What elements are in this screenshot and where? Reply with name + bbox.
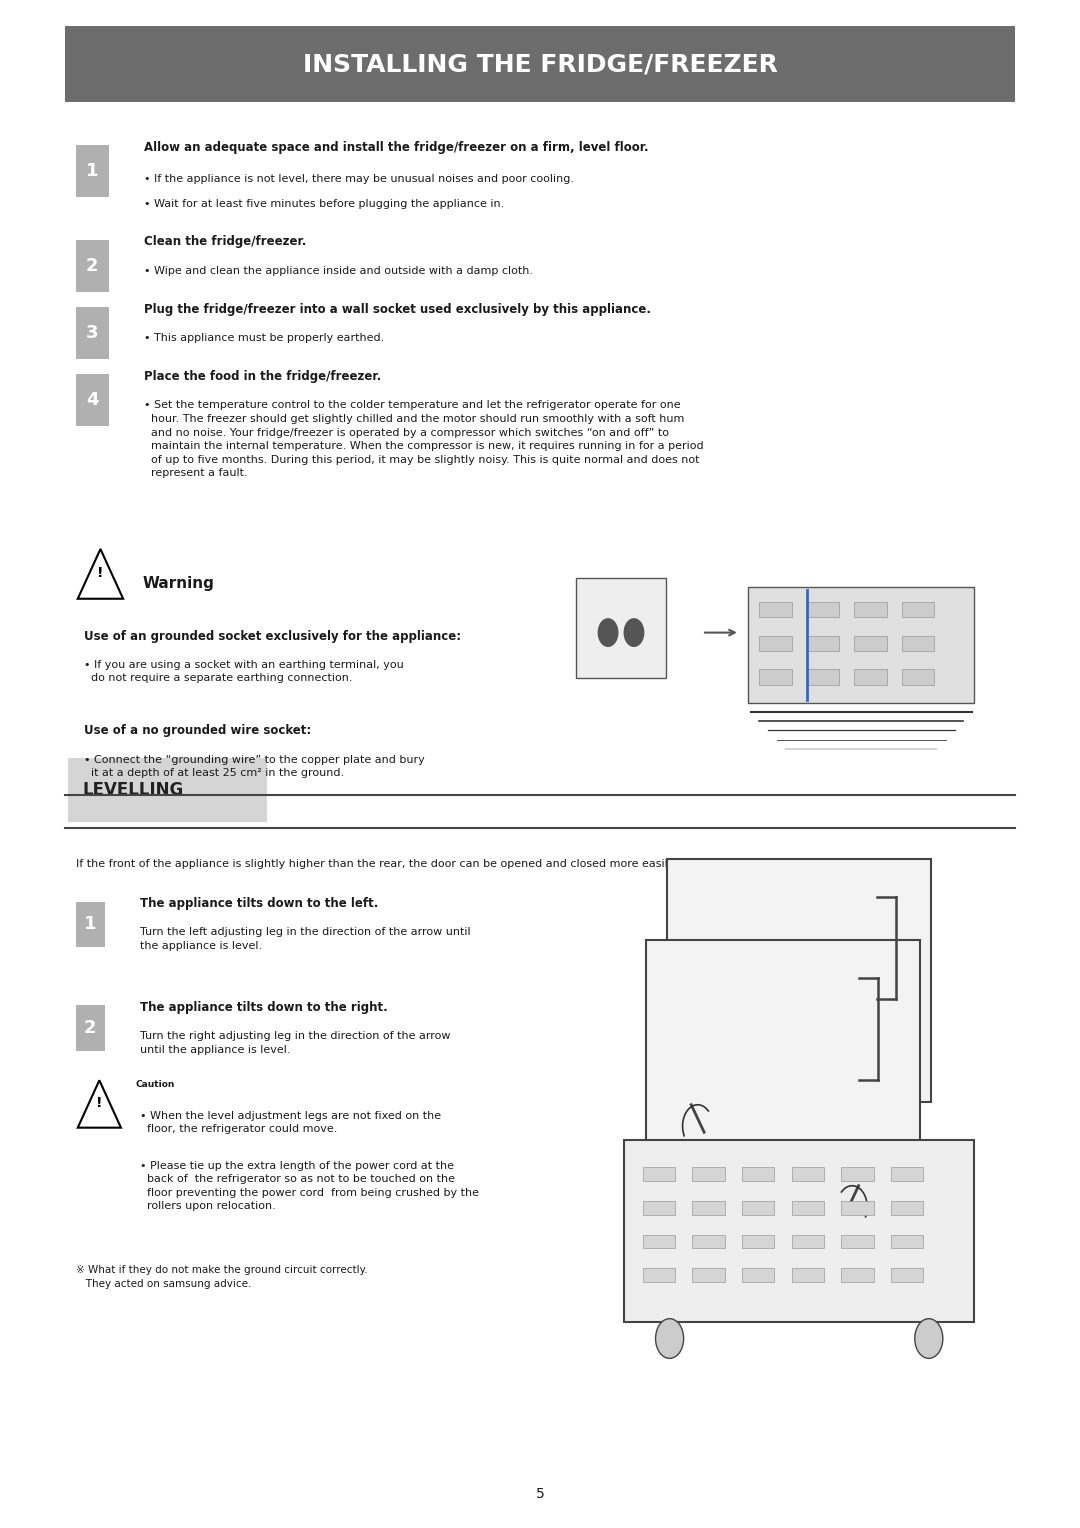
- Circle shape: [915, 1319, 943, 1358]
- FancyBboxPatch shape: [854, 636, 887, 651]
- Polygon shape: [78, 549, 123, 599]
- FancyBboxPatch shape: [902, 602, 934, 617]
- Text: Use of a no grounded wire socket:: Use of a no grounded wire socket:: [84, 724, 311, 738]
- FancyBboxPatch shape: [667, 859, 931, 1102]
- FancyBboxPatch shape: [807, 636, 839, 651]
- FancyBboxPatch shape: [643, 1167, 675, 1181]
- Text: Caution: Caution: [135, 1080, 174, 1089]
- Text: Place the food in the fridge/freezer.: Place the food in the fridge/freezer.: [144, 370, 381, 384]
- Text: 2: 2: [86, 257, 98, 275]
- FancyBboxPatch shape: [742, 1268, 774, 1282]
- Text: Plug the fridge/freezer into a wall socket used exclusively by this appliance.: Plug the fridge/freezer into a wall sock…: [144, 303, 650, 316]
- FancyBboxPatch shape: [854, 669, 887, 685]
- FancyBboxPatch shape: [792, 1235, 824, 1248]
- FancyBboxPatch shape: [76, 307, 109, 359]
- Text: • Connect the “grounding wire” to the copper plate and bury
  it at a depth of a: • Connect the “grounding wire” to the co…: [84, 755, 426, 778]
- FancyBboxPatch shape: [643, 1268, 675, 1282]
- Text: • Set the temperature control to the colder temperature and let the refrigerator: • Set the temperature control to the col…: [144, 400, 703, 478]
- FancyBboxPatch shape: [692, 1167, 725, 1181]
- Text: • Please tie up the extra length of the power cord at the
  back of  the refrige: • Please tie up the extra length of the …: [140, 1161, 480, 1210]
- Text: 2: 2: [84, 1019, 96, 1038]
- Text: If the front of the appliance is slightly higher than the rear, the door can be : If the front of the appliance is slightl…: [76, 859, 676, 869]
- Text: 3: 3: [86, 324, 98, 342]
- Polygon shape: [78, 1080, 121, 1128]
- FancyBboxPatch shape: [643, 1235, 675, 1248]
- Text: INSTALLING THE FRIDGE/FREEZER: INSTALLING THE FRIDGE/FREEZER: [302, 52, 778, 76]
- FancyBboxPatch shape: [891, 1235, 923, 1248]
- FancyBboxPatch shape: [692, 1235, 725, 1248]
- FancyBboxPatch shape: [692, 1268, 725, 1282]
- FancyBboxPatch shape: [65, 26, 1015, 102]
- FancyBboxPatch shape: [807, 669, 839, 685]
- FancyBboxPatch shape: [841, 1235, 874, 1248]
- Text: • This appliance must be properly earthed.: • This appliance must be properly earthe…: [144, 333, 383, 344]
- Text: ※ What if they do not make the ground circuit correctly.
   They acted on samsun: ※ What if they do not make the ground ci…: [76, 1265, 367, 1290]
- Circle shape: [598, 619, 618, 646]
- FancyBboxPatch shape: [759, 602, 792, 617]
- Text: Allow an adequate space and install the fridge/freezer on a firm, level floor.: Allow an adequate space and install the …: [144, 141, 648, 154]
- FancyBboxPatch shape: [76, 374, 109, 426]
- FancyBboxPatch shape: [692, 1201, 725, 1215]
- Text: !: !: [96, 1096, 103, 1111]
- Text: • Wipe and clean the appliance inside and outside with a damp cloth.: • Wipe and clean the appliance inside an…: [144, 266, 532, 277]
- FancyBboxPatch shape: [76, 902, 105, 947]
- Text: !: !: [97, 565, 104, 581]
- Text: • When the level adjustment legs are not fixed on the
  floor, the refrigerator : • When the level adjustment legs are not…: [140, 1111, 442, 1134]
- FancyBboxPatch shape: [902, 636, 934, 651]
- FancyBboxPatch shape: [759, 636, 792, 651]
- Text: 5: 5: [536, 1487, 544, 1502]
- FancyBboxPatch shape: [792, 1201, 824, 1215]
- FancyBboxPatch shape: [742, 1235, 774, 1248]
- Text: • If you are using a socket with an earthing terminal, you
  do not require a se: • If you are using a socket with an eart…: [84, 660, 404, 683]
- FancyBboxPatch shape: [624, 1140, 974, 1322]
- Text: Warning: Warning: [143, 576, 215, 591]
- FancyBboxPatch shape: [792, 1268, 824, 1282]
- Circle shape: [656, 1319, 684, 1358]
- FancyBboxPatch shape: [891, 1167, 923, 1181]
- FancyBboxPatch shape: [76, 240, 109, 292]
- Text: • If the appliance is not level, there may be unusual noises and poor cooling.: • If the appliance is not level, there m…: [144, 174, 573, 185]
- FancyBboxPatch shape: [68, 758, 267, 822]
- Text: LEVELLING: LEVELLING: [82, 781, 184, 799]
- FancyBboxPatch shape: [792, 1167, 824, 1181]
- Text: 4: 4: [86, 391, 98, 410]
- Text: 1: 1: [86, 162, 98, 180]
- Text: • Wait for at least five minutes before plugging the appliance in.: • Wait for at least five minutes before …: [144, 199, 504, 209]
- FancyBboxPatch shape: [76, 145, 109, 197]
- FancyBboxPatch shape: [841, 1167, 874, 1181]
- Text: 1: 1: [84, 915, 96, 934]
- Text: The appliance tilts down to the left.: The appliance tilts down to the left.: [140, 897, 379, 911]
- Circle shape: [624, 619, 644, 646]
- FancyBboxPatch shape: [854, 602, 887, 617]
- Text: The appliance tilts down to the right.: The appliance tilts down to the right.: [140, 1001, 388, 1015]
- FancyBboxPatch shape: [742, 1201, 774, 1215]
- FancyBboxPatch shape: [891, 1201, 923, 1215]
- FancyBboxPatch shape: [646, 940, 920, 1183]
- FancyBboxPatch shape: [576, 578, 666, 678]
- FancyBboxPatch shape: [643, 1201, 675, 1215]
- Text: Turn the right adjusting leg in the direction of the arrow
until the appliance i: Turn the right adjusting leg in the dire…: [140, 1031, 451, 1054]
- FancyBboxPatch shape: [841, 1201, 874, 1215]
- FancyBboxPatch shape: [902, 669, 934, 685]
- FancyBboxPatch shape: [841, 1268, 874, 1282]
- Text: Use of an grounded socket exclusively for the appliance:: Use of an grounded socket exclusively fo…: [84, 630, 461, 643]
- Text: Clean the fridge/freezer.: Clean the fridge/freezer.: [144, 235, 306, 249]
- FancyBboxPatch shape: [807, 602, 839, 617]
- Text: Turn the left adjusting leg in the direction of the arrow until
the appliance is: Turn the left adjusting leg in the direc…: [140, 927, 471, 950]
- FancyBboxPatch shape: [748, 587, 974, 703]
- FancyBboxPatch shape: [742, 1167, 774, 1181]
- FancyBboxPatch shape: [891, 1268, 923, 1282]
- FancyBboxPatch shape: [759, 669, 792, 685]
- FancyBboxPatch shape: [76, 1005, 105, 1051]
